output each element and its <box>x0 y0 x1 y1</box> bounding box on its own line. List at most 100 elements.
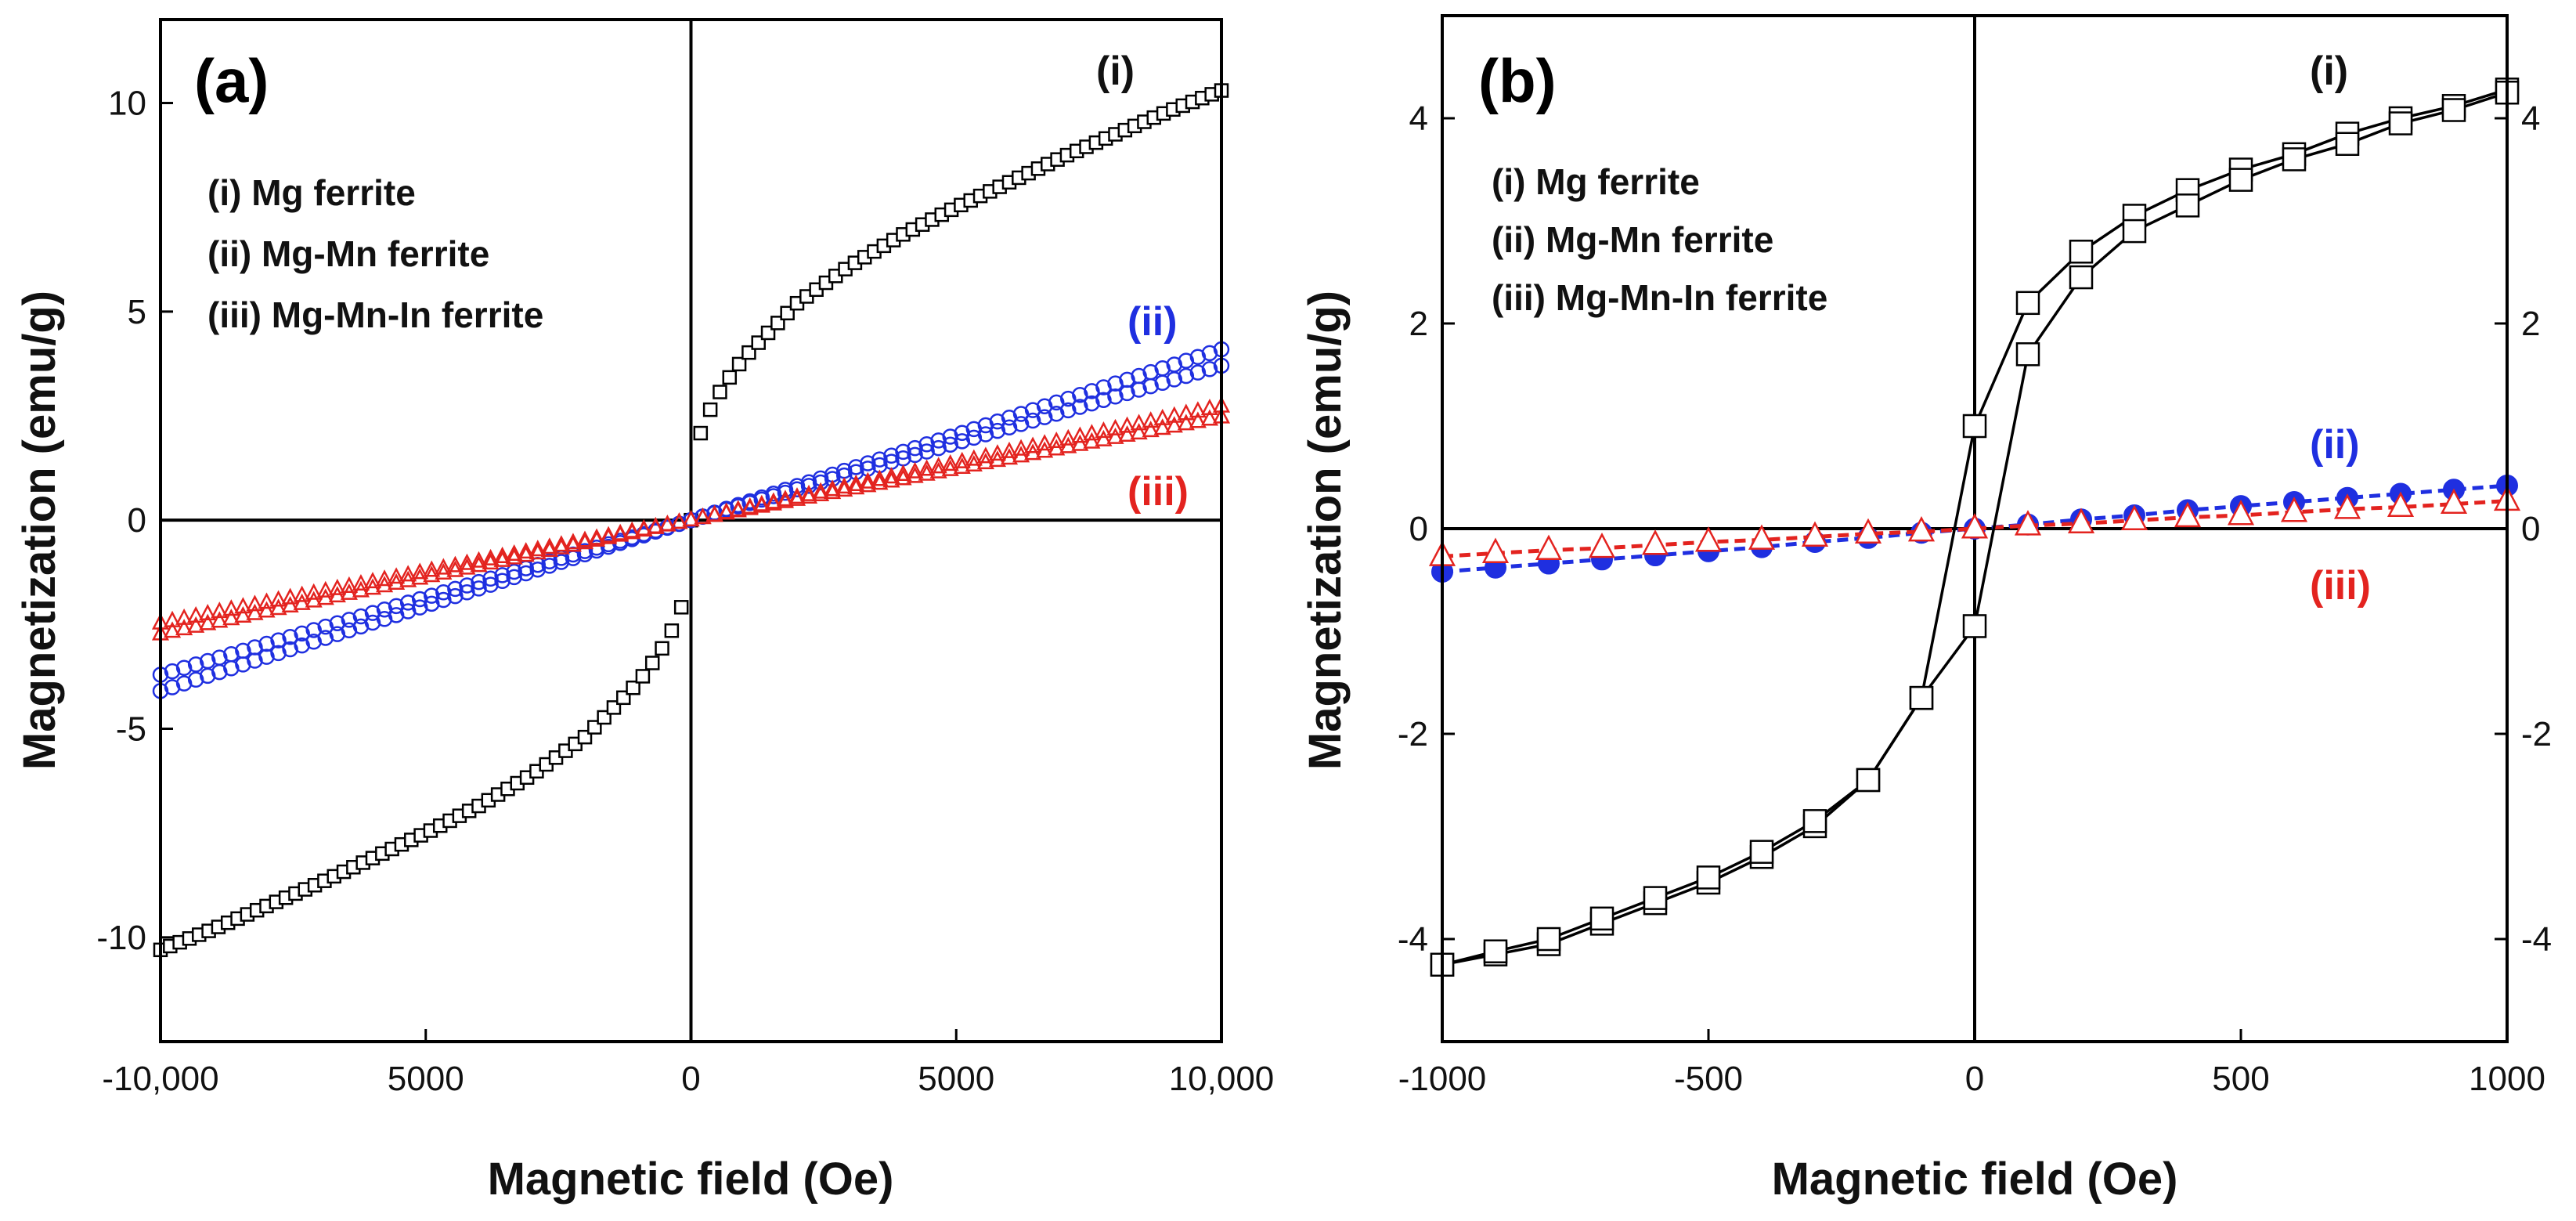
panel-a-series-3-point <box>824 479 842 497</box>
panel-a-legend-item-3: (iii) Mg-Mn-In ferrite <box>207 294 543 335</box>
panel-a-series-3-point <box>423 560 441 577</box>
panel-b-y2-tick-label: -2 <box>2521 715 2552 753</box>
panel-b-series-3-point <box>1907 515 1936 542</box>
panel-b-x-tick-label: 500 <box>2212 1060 2269 1098</box>
panel-a-series-3-point <box>717 502 735 519</box>
panel-a-series-3-point <box>1024 436 1042 453</box>
panel-a-series-3-point <box>187 605 205 623</box>
panel-a-series-3-point <box>1083 432 1101 449</box>
panel-a-series-3-point <box>316 588 334 605</box>
panel-a-series-3-point <box>163 610 182 627</box>
panel-a-series-3-point <box>612 525 630 542</box>
panel-a-series-3-point <box>812 482 830 499</box>
panel-a-series-3-point <box>258 601 276 618</box>
panel-a-series-3-point <box>175 619 193 636</box>
panel-a-series-3-point <box>824 482 842 500</box>
panel-a-series-2-point <box>1048 405 1065 422</box>
panel-a-series-3-point <box>552 537 570 555</box>
panel-b-series-3-point <box>2280 497 2308 522</box>
panel-a-series-3-point <box>446 560 464 577</box>
panel-a-series-3-point <box>246 594 264 612</box>
panel-b-series-1-point <box>2069 240 2094 264</box>
panel-b-series-1-point <box>2122 219 2147 244</box>
panel-a-series-3-point <box>882 471 900 488</box>
panel-a-series-3-point <box>1118 424 1136 443</box>
panel-a-series-1-point <box>673 600 689 615</box>
panel-b-chart: -1000 -500 0 500 1000 -4 -4 -2 -2 0 0 2 2 4 4 (b) (i) … <box>1300 14 2552 1205</box>
panel-a-series-3-point <box>1189 411 1207 428</box>
panel-b-series-3-point <box>2387 491 2415 517</box>
panel-a-series-3-point <box>505 547 523 565</box>
panel-a-y-tick-label: 5 <box>128 293 146 331</box>
panel-a-series-3-point <box>552 535 570 552</box>
panel-a-x-axis-label: Magnetic field (Oe) <box>488 1154 894 1205</box>
panel-a-series-2-point <box>482 570 499 587</box>
panel-b-series-3-point <box>2014 510 2042 536</box>
panel-a-series-2-point <box>1189 364 1207 381</box>
panel-a-series-3-point <box>647 517 665 534</box>
panel-a-series-3-point <box>1095 429 1113 446</box>
panel-a-series-3-point <box>375 569 394 587</box>
panel-b-series-3-point <box>1748 524 1776 550</box>
panel-a-series-3-point <box>1118 416 1136 433</box>
panel-a-series-3-point <box>752 494 770 511</box>
panel-a-series-3-point <box>187 616 205 633</box>
panel-a-series-3-point <box>835 480 853 497</box>
panel-b-curve-label-i: (i) <box>2310 49 2348 94</box>
panel-a-series-2-point <box>812 474 829 491</box>
panel-a-series-3-point <box>375 576 394 593</box>
panel-a-series-2-point <box>918 443 935 460</box>
panel-a-series-1-point <box>693 425 709 441</box>
panel-a-series-1-point <box>713 385 727 399</box>
panel-a-series-3-point <box>1083 424 1101 441</box>
panel-b-series-3-point <box>2174 501 2202 528</box>
panel-a-series-1-point <box>731 356 747 372</box>
panel-b-x-tick-label: -500 <box>1674 1060 1743 1098</box>
panel-a-series-3-point <box>175 608 193 625</box>
panel-a-series-2-point <box>494 567 511 583</box>
panel-a-series-3-point <box>906 461 924 479</box>
panel-a-series-2-point <box>258 635 275 652</box>
panel-a-series-3-point <box>1130 414 1148 431</box>
panel-a-series-1-point <box>655 641 669 656</box>
panel-a-series-3-point <box>423 565 441 583</box>
panel-a-series-3-point <box>258 592 276 609</box>
panel-a-series-3-point <box>493 546 511 563</box>
panel-b-series-1-point <box>1856 768 1881 793</box>
panel-a-legend-item-1: (i) Mg ferrite <box>207 172 416 213</box>
panel-a-series-3-point <box>1177 403 1195 421</box>
panel-b-y-tick-label: 0 <box>1409 510 1428 548</box>
panel-b-series-1-point <box>1909 685 1934 710</box>
panel-a-series-2-point <box>506 563 522 580</box>
panel-a-series-3-point <box>411 562 429 580</box>
panel-a-series-2-point <box>1060 402 1077 419</box>
panel-b-series-1-point <box>2175 193 2200 218</box>
panel-a-series-3-point <box>482 553 500 570</box>
panel-a-series-3-point <box>847 478 865 495</box>
panel-a-series-3-point <box>623 522 641 540</box>
panel-a-series-3-point <box>1071 434 1089 451</box>
panel-a-series-3-point <box>1012 439 1030 456</box>
panel-a-series-3-point <box>694 507 712 524</box>
panel-a-series-3-point <box>399 570 417 587</box>
panel-a-series-3-point <box>435 558 453 575</box>
panel-b-y-tick-label: -4 <box>1398 920 1428 959</box>
panel-a-series-2-point <box>175 659 193 677</box>
panel-a-series-2-point <box>282 629 298 645</box>
panel-b-series-3-point <box>2440 488 2468 515</box>
panel-b-series-1-point <box>2228 168 2253 192</box>
panel-a-series-3-point <box>363 578 382 595</box>
panel-a-ticks: -10,000 5000 0 5000 10,000 -10 -5 0 5 10 <box>96 85 1274 1098</box>
panel-b-series-1-point <box>2441 98 2466 122</box>
panel-a-y-tick-label: 0 <box>128 501 146 540</box>
panel-a-series-3-point <box>340 583 358 600</box>
panel-a-series-3-point <box>435 563 453 580</box>
panel-a-y-axis-label: Magnetization (emu/g) <box>14 291 65 770</box>
panel-b-series-1-point <box>1962 614 1987 638</box>
panel-a-series-3-point <box>1071 426 1089 443</box>
panel-b-series-1-point <box>1589 906 1615 931</box>
panel-a-series-3-point <box>871 473 889 490</box>
panel-a-series-2-point <box>341 612 358 628</box>
panel-a-series-3-point <box>670 512 688 529</box>
